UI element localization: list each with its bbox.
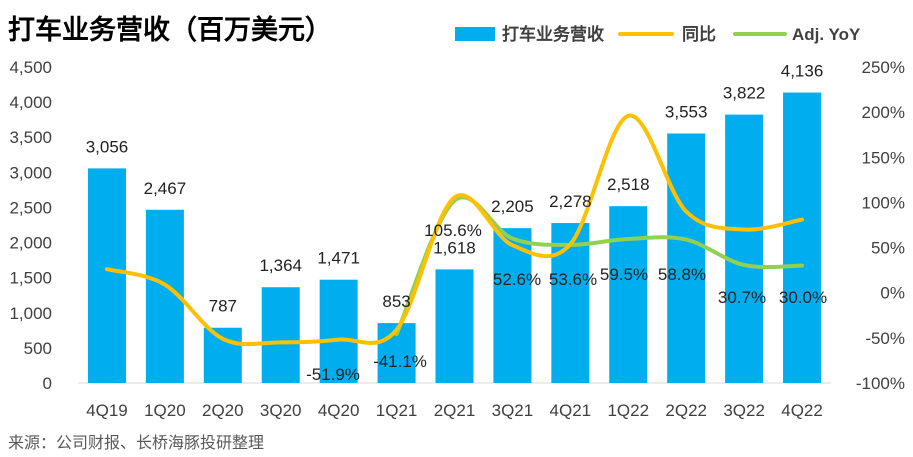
bar (203, 327, 242, 383)
x-tick-label: 1Q22 (607, 401, 649, 420)
y-left-tick-label: 2,000 (9, 234, 52, 253)
bar (493, 228, 532, 383)
x-tick-label: 1Q21 (376, 401, 418, 420)
x-tick-label: 3Q22 (723, 401, 765, 420)
x-tick-label: 2Q20 (202, 401, 244, 420)
bar-value-label: 2,278 (549, 192, 592, 211)
bar-value-label: 4,136 (781, 62, 824, 81)
bar-value-label: 2,205 (491, 197, 534, 216)
bar (725, 114, 764, 384)
x-tick-label: 4Q19 (86, 401, 128, 420)
y-right-tick-label: 0% (880, 284, 905, 303)
y-left-tick-label: 1,000 (9, 304, 52, 323)
y-left-tick-label: 0 (43, 374, 52, 393)
y-left-tick-label: 3,000 (9, 163, 52, 182)
yoy-value-label: 105.6% (424, 221, 482, 240)
bar (261, 287, 300, 383)
bar (319, 279, 358, 383)
y-right-tick-label: 200% (862, 103, 905, 122)
y-left-tick-label: 2,500 (9, 198, 52, 217)
bar-value-label: 2,467 (144, 179, 187, 198)
line-series (105, 113, 804, 347)
x-tick-label: 3Q20 (260, 401, 302, 420)
adj-yoy-value-label: 58.8% (658, 265, 706, 284)
x-tick-label: 1Q20 (144, 401, 186, 420)
bar-value-label: 1,364 (259, 256, 302, 275)
bar-value-label: 1,471 (317, 249, 360, 268)
bar-value-label: 853 (382, 292, 410, 311)
bar (435, 269, 474, 383)
legend-swatch-revenue (455, 27, 495, 41)
bar-value-label: 2,518 (607, 175, 650, 194)
y-left-tick-label: 4,000 (9, 93, 52, 112)
x-tick-label: 4Q20 (318, 401, 360, 420)
y-right-tick-label: 250% (862, 58, 905, 77)
y-left-tick-label: 1,500 (9, 269, 52, 288)
x-tick-label: 2Q22 (665, 401, 707, 420)
yoy-value-label: 53.6% (549, 270, 597, 289)
bar-value-label: 3,553 (665, 103, 708, 122)
y-right-tick-label: 50% (871, 239, 905, 258)
y-left-tick-label: 500 (24, 339, 52, 358)
adj-yoy-value-label: 30.7% (718, 288, 766, 307)
y-right-tick-label: 100% (862, 193, 905, 212)
yoy-value-label: -41.1% (373, 352, 427, 371)
legend-label-yoy: 同比 (682, 24, 716, 44)
y-right-tick-label: -100% (856, 374, 905, 393)
axes: 0 500 1,000 1,500 2,000 2,500 3,000 3,500 4,000 4… (9, 58, 905, 420)
yoy-value-label: 52.6% (493, 270, 541, 289)
legend-label-adj-yoy: Adj. YoY (792, 25, 861, 44)
x-tick-label: 3Q21 (492, 401, 534, 420)
chart-title: 打车业务营收（百万美元） (8, 15, 332, 46)
bar (667, 133, 706, 383)
bar (609, 206, 648, 383)
bar (783, 92, 822, 384)
y-left-tick-label: 3,500 (9, 128, 52, 147)
adj-yoy-value-label: 30.0% (779, 288, 827, 307)
line-yoy (105, 113, 804, 347)
bar (87, 168, 126, 383)
bar-value-label: 3,056 (86, 137, 129, 156)
x-tick-label: 4Q22 (781, 401, 823, 420)
x-tick-label: 4Q21 (550, 401, 592, 420)
legend-label-revenue: 打车业务营收 (502, 24, 604, 44)
data-labels: 3,056 2,467 787 1,364 1,471 853 1,618 2,205 2,27… (86, 62, 827, 384)
bar-series (87, 92, 822, 384)
y-right-tick-label: 150% (862, 148, 905, 167)
y-left-tick-label: 4,500 (9, 58, 52, 77)
y-right-tick-label: -50% (865, 329, 905, 348)
adj-yoy-value-label: 59.5% (600, 265, 648, 284)
x-tick-label: 2Q21 (434, 401, 476, 420)
yoy-value-label: -51.9% (306, 365, 360, 384)
bar-value-label: 3,822 (723, 84, 766, 103)
source-note: 来源：公司财报、长桥海豚投研整理 (8, 433, 265, 452)
legend: 打车业务营收 同比 Adj. YoY (455, 24, 861, 44)
bar (551, 223, 590, 383)
bar-value-label: 787 (209, 297, 237, 316)
bar-value-label: 1,618 (433, 238, 476, 257)
